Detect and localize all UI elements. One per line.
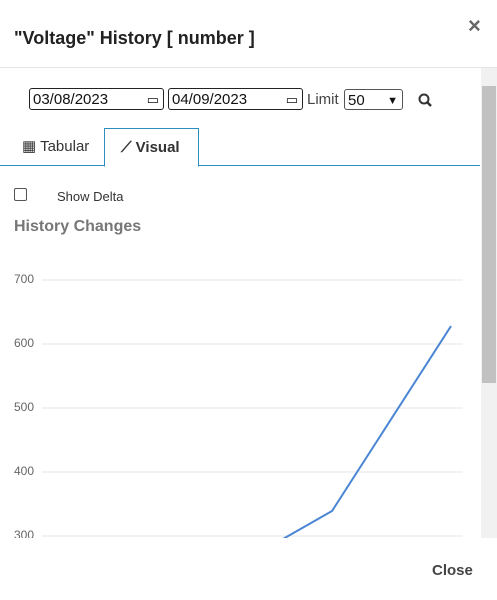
y-tick-label: 300 [14, 528, 34, 538]
tab-tabular[interactable]: ▦ Tabular [22, 138, 90, 155]
y-tick-label: 500 [14, 400, 34, 414]
limit-value: 50 [348, 92, 365, 109]
limit-label: Limit [307, 91, 339, 108]
close-icon[interactable]: × [468, 13, 481, 38]
tab-visual[interactable]: ⟋ Visual [104, 128, 199, 167]
limit-select[interactable]: 50 ▼ [344, 89, 403, 110]
chart: History Changes 300 400 500 600 700 [14, 218, 463, 538]
to-date[interactable]: 04/09/2023 ▭ [168, 88, 303, 110]
from-date[interactable]: 03/08/2023 ▭ [29, 88, 164, 110]
dialog-title: "Voltage" History [ number ] [14, 28, 255, 48]
dialog-body: 03/08/2023 ▭ 04/09/2023 ▭ Limit 50 ▼ ▦ Tabu… [0, 68, 481, 538]
chart-title: History Changes [14, 218, 141, 235]
separator [0, 67, 497, 68]
close-button[interactable]: Close [432, 562, 473, 579]
y-tick-label: 400 [14, 464, 34, 478]
search-icon[interactable] [418, 93, 434, 109]
data-line [282, 325, 452, 538]
scroll-thumb[interactable] [482, 86, 496, 383]
y-tick-label: 700 [14, 272, 34, 286]
tab-label: Tabular [40, 138, 90, 155]
y-tick-label: 600 [14, 336, 34, 350]
to-date-text: 04/09/2023 [172, 91, 248, 108]
tab-label: Visual [135, 139, 180, 156]
tab-line [0, 165, 480, 166]
show-delta-label: Show Delta [57, 189, 124, 204]
checkbox[interactable] [14, 188, 27, 201]
from-date-text: 03/08/2023 [33, 91, 109, 108]
